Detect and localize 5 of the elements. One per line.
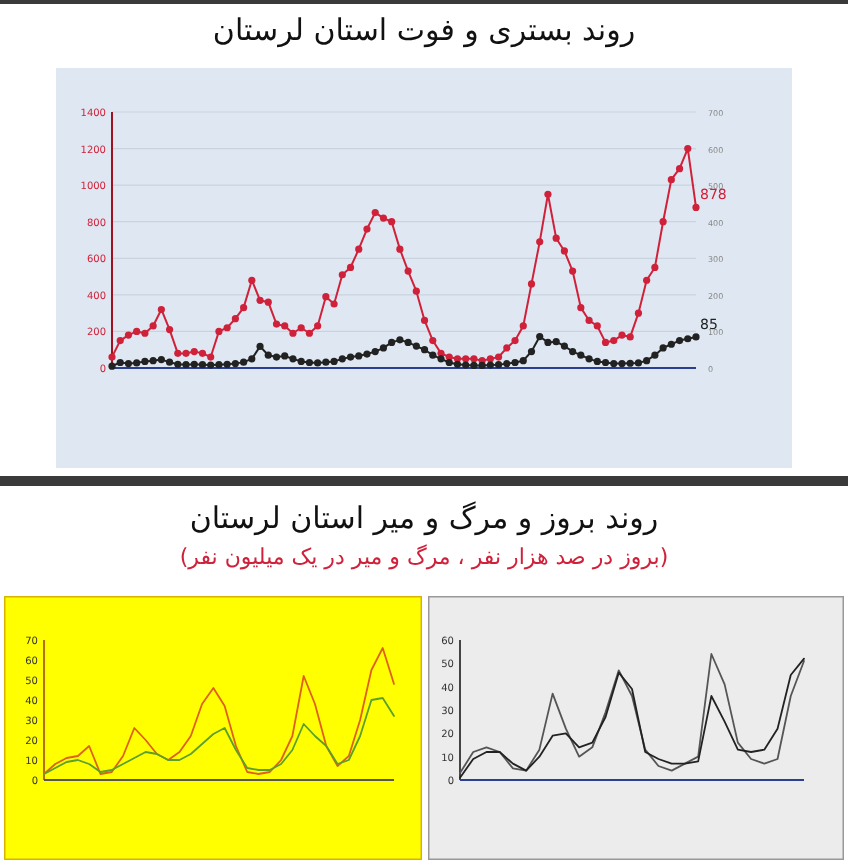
line-series: [43, 697, 395, 775]
chart-subtitle: (بروز در صد هزار نفر ، مرگ و میر در یک میلیون نفر): [177, 544, 671, 570]
chart-title: روند بستری و فوت استان لرستان: [210, 12, 638, 48]
line-series: [43, 647, 395, 775]
chart-title: روند بروز و مرگ و میر استان لرستان: [187, 500, 661, 536]
